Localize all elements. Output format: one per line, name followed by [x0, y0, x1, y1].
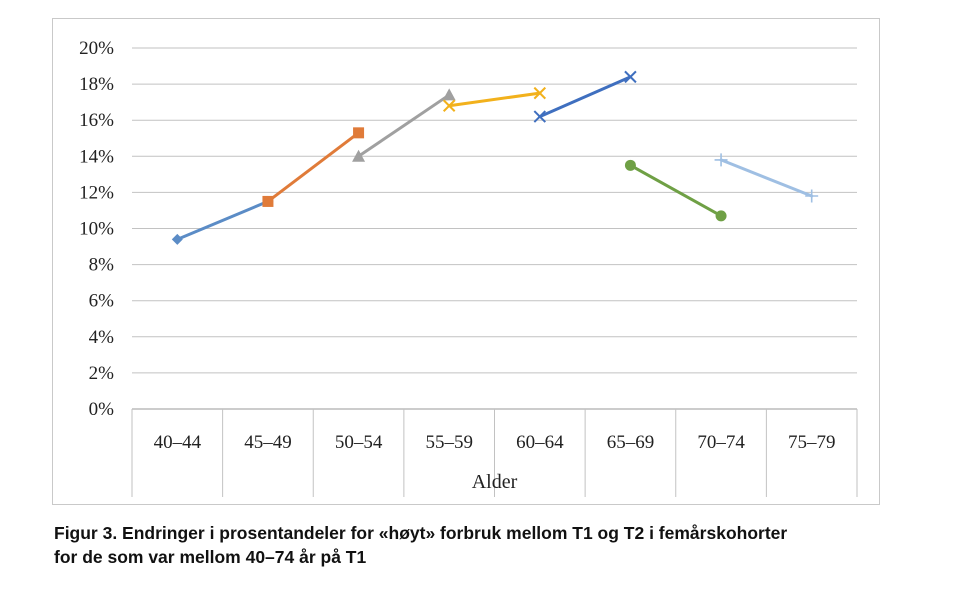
x-axis-title: Alder	[472, 471, 518, 493]
y-tick-label: 20%	[79, 38, 114, 59]
series-line-3	[357, 93, 451, 158]
caption-line-1: Figur 3. Endringer i prosentandeler for …	[54, 523, 788, 543]
y-tick-label: 0%	[89, 399, 115, 420]
data-point	[171, 233, 183, 245]
x-tick-label: 45–49	[244, 432, 292, 453]
series-line-5	[538, 75, 632, 119]
series-line-2	[266, 131, 361, 203]
data-point	[624, 159, 636, 171]
series-line-1	[175, 199, 270, 241]
data-point	[352, 149, 366, 162]
y-tick-label: 14%	[79, 146, 114, 167]
y-tick-label: 8%	[89, 255, 115, 276]
y-tick-label: 10%	[79, 219, 114, 240]
figure-caption: Figur 3. Endringer i prosentandeler for …	[54, 521, 944, 569]
data-point	[715, 210, 727, 222]
data-point	[442, 99, 456, 112]
x-tick-label: 60–64	[516, 432, 564, 453]
x-tick-label: 50–54	[335, 432, 383, 453]
x-tick-label: 70–74	[697, 432, 745, 453]
series-line-4	[447, 91, 542, 108]
data-point	[353, 127, 365, 139]
y-tick-label: 6%	[89, 291, 115, 312]
data-point	[624, 70, 637, 84]
series-line-6	[628, 163, 723, 218]
data-point	[533, 110, 547, 123]
data-point	[262, 195, 274, 207]
x-tick-label: 75–79	[788, 432, 836, 453]
x-tick-label: 55–59	[425, 432, 473, 453]
y-tick-label: 18%	[79, 74, 114, 95]
chart-area: 0% 2% 4% 6% 8% 10% 12% 14% 16% 18% 20% 40–44 45–49 50…	[52, 18, 880, 505]
x-tick-label: 65–69	[607, 432, 655, 453]
y-tick-label: 12%	[79, 182, 114, 203]
data-point	[805, 189, 819, 203]
line-chart: 0% 2% 4% 6% 8% 10% 12% 14% 16% 18% 20% 40–44 45–49 50…	[79, 38, 858, 497]
data-point	[714, 153, 728, 167]
y-tick-label: 4%	[89, 327, 115, 348]
y-tick-label: 2%	[89, 363, 115, 384]
caption-line-2: for de som var mellom 40–74 år på T1	[54, 547, 367, 567]
y-tick-label: 16%	[79, 110, 114, 131]
series-line-7	[719, 158, 814, 198]
data-point	[533, 86, 547, 100]
x-tick-label: 40–44	[154, 432, 202, 453]
data-point	[442, 88, 456, 101]
